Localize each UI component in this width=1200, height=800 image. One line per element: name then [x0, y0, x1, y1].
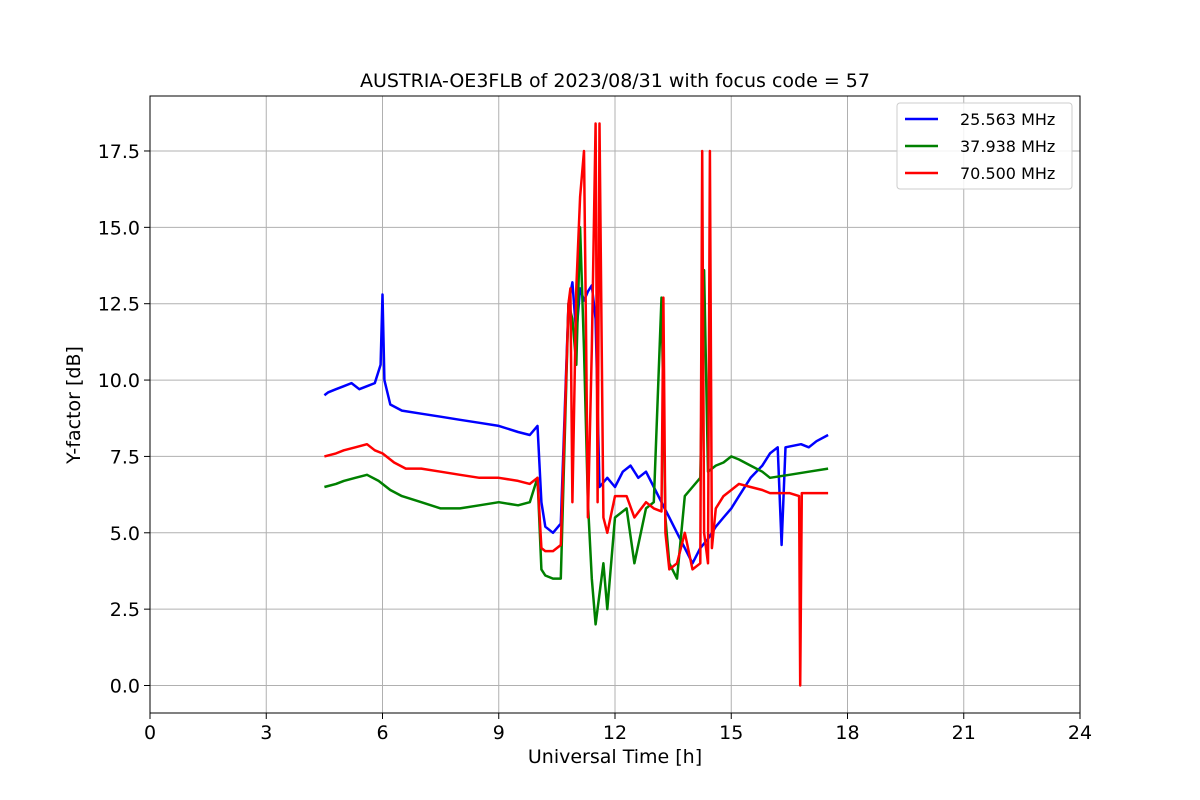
y-tick-label: 17.5	[98, 141, 140, 163]
x-tick-label: 3	[260, 722, 272, 744]
chart-title: AUSTRIA-OE3FLB of 2023/08/31 with focus …	[360, 70, 870, 92]
series-layer	[323, 122, 829, 687]
y-tick-label: 15.0	[98, 217, 140, 239]
legend: 25.563 MHz 37.938 MHz 70.500 MHz	[896, 102, 1073, 190]
x-axis-label: Universal Time [h]	[528, 746, 702, 768]
y-tick-label: 7.5	[110, 446, 140, 468]
legend-label-1: 25.563 MHz	[960, 110, 1055, 129]
x-tick-label: 9	[493, 722, 505, 744]
series-line-1	[323, 281, 829, 565]
x-tick-label: 15	[719, 722, 743, 744]
x-tick-label: 12	[603, 722, 627, 744]
x-tick-label: 6	[376, 722, 388, 744]
ticks: 0 3 6 9 12 15 18 21 24 0.0 2.5 5.0 7.5 10.0 12.5 15.0 17…	[98, 141, 1092, 744]
x-tick-label: 24	[1068, 722, 1092, 744]
y-tick-label: 12.5	[98, 294, 140, 316]
x-tick-label: 21	[952, 722, 976, 744]
legend-label-2: 37.938 MHz	[960, 137, 1055, 156]
x-tick-label: 0	[144, 722, 156, 744]
x-tick-label: 18	[835, 722, 859, 744]
y-axis-label: Y-factor [dB]	[63, 346, 85, 465]
y-tick-label: 0.0	[110, 676, 140, 698]
legend-label-3: 70.500 MHz	[960, 164, 1055, 183]
series-line-3	[324, 122, 829, 687]
y-tick-label: 2.5	[110, 599, 140, 621]
y-tick-label: 10.0	[98, 370, 140, 392]
y-tick-label: 5.0	[110, 523, 140, 545]
series-line-2	[324, 226, 829, 626]
legend-box	[896, 102, 1073, 190]
